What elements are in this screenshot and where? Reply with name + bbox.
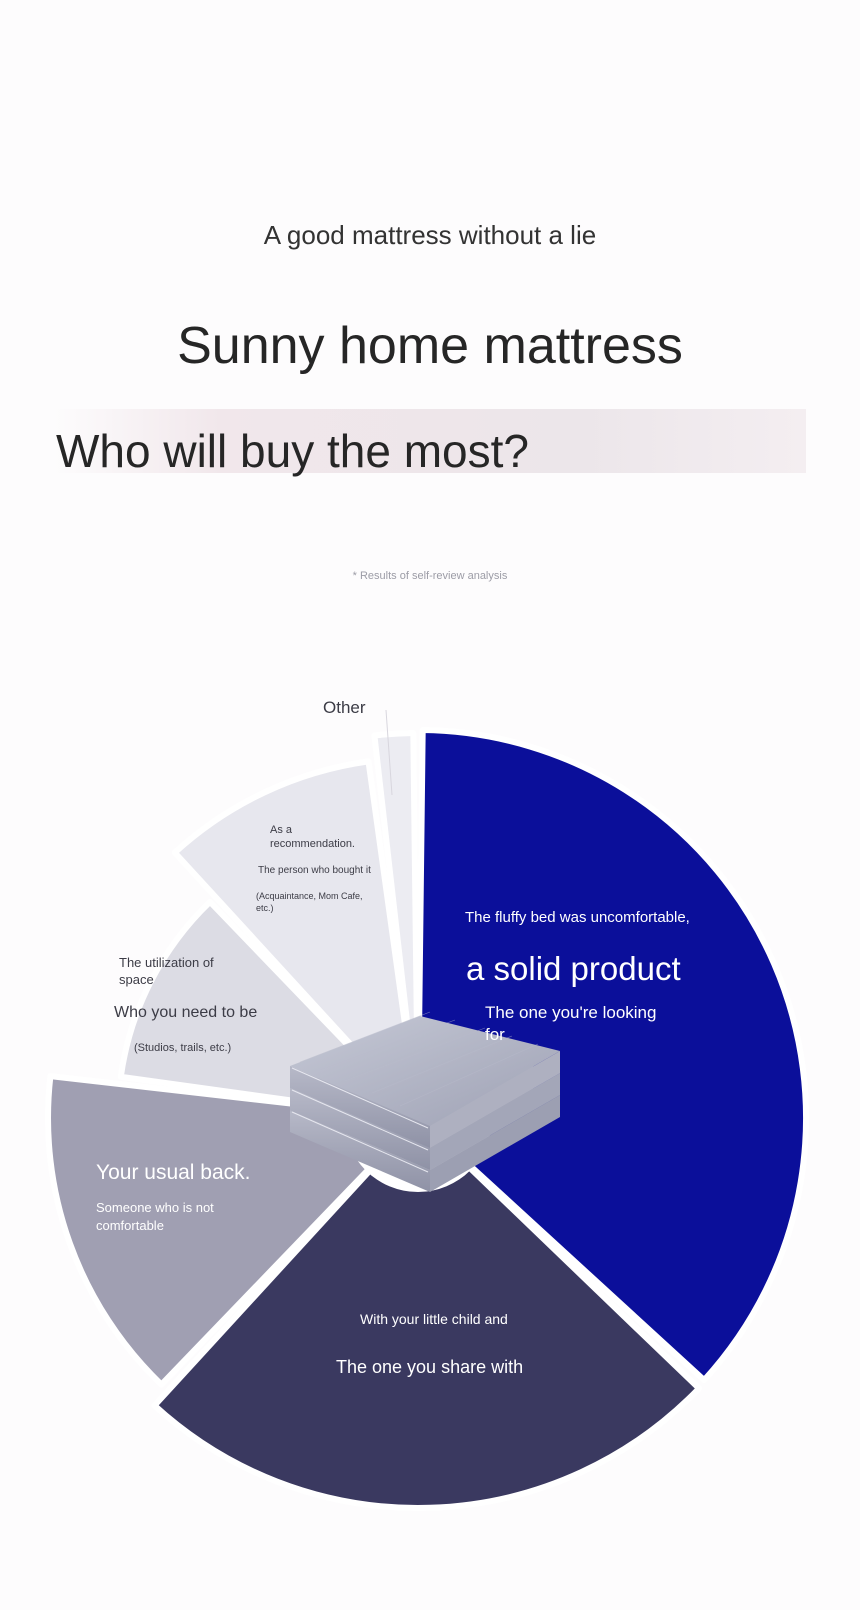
slice-recommendation xyxy=(171,758,421,1121)
mattress-image xyxy=(290,1011,560,1192)
other-leader-line xyxy=(385,709,393,796)
footnote: * Results of self-review analysis xyxy=(352,570,508,582)
slice-usual-back xyxy=(45,1073,421,1388)
label-recommendation-3: The person who bought it xyxy=(258,865,371,876)
label-back-3: comfortable xyxy=(96,1218,164,1233)
label-child-2: The one you share with xyxy=(336,1357,524,1377)
label-recommendation-1: As a xyxy=(270,824,293,836)
tagline: A good mattress without a lie xyxy=(263,220,597,250)
label-space-4: (Studios, trails, etc.) xyxy=(134,1042,232,1054)
label-recommendation-4: (Acquaintance, Mom Cafe, xyxy=(256,891,363,901)
label-solid-1: The fluffy bed was uncomfortable, xyxy=(465,909,690,926)
label-back-1: Your usual back. xyxy=(96,1161,251,1184)
label-child-1: With your little child and xyxy=(360,1311,508,1327)
chart-question: Who will buy the most? xyxy=(56,425,529,477)
label-solid-3: The one you're looking xyxy=(485,1003,657,1022)
label-recommendation-2: recommendation. xyxy=(270,838,355,850)
label-back-2: Someone who is not xyxy=(96,1200,214,1215)
label-recommendation-5: etc.) xyxy=(256,903,274,913)
slice-solid-product xyxy=(415,727,810,1384)
slice-share-with-child xyxy=(151,1115,702,1511)
brand-title: Sunny home mattress xyxy=(177,317,683,375)
label-space-2: space xyxy=(119,972,154,987)
question-banner xyxy=(54,409,806,473)
label-solid-4: for xyxy=(485,1025,505,1044)
label-other: Other xyxy=(323,698,366,717)
label-space-1: The utilization of xyxy=(119,955,214,970)
label-space-3: Who you need to be xyxy=(114,1004,258,1021)
label-solid-2: a solid product xyxy=(466,950,681,987)
